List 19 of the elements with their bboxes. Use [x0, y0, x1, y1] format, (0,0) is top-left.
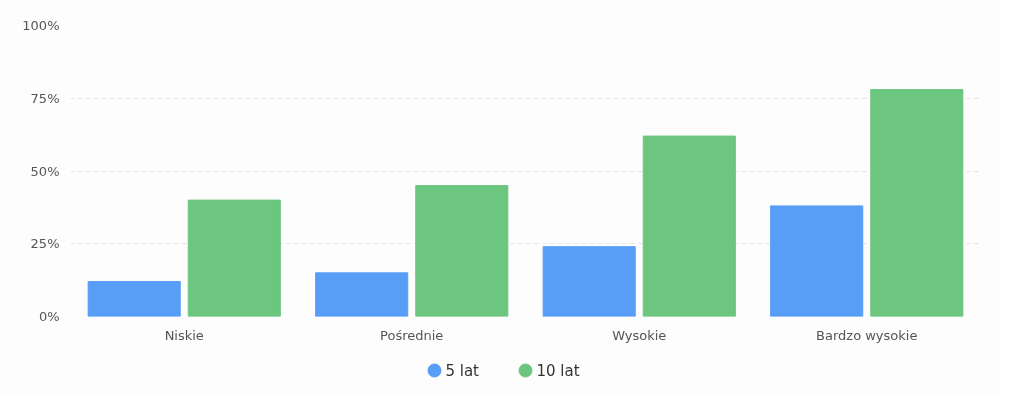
y-tick-label: 25% [30, 236, 60, 252]
bar [87, 281, 181, 317]
bar [187, 199, 281, 317]
bar [870, 89, 964, 317]
y-tick-label: 50% [30, 163, 60, 179]
y-tick-label: 100% [22, 18, 60, 33]
y-tick-label: 0% [38, 309, 60, 324]
x-tick-label: Bardzo wysokie [816, 327, 918, 343]
bar [542, 246, 636, 317]
legend-label: 5 lat [445, 361, 480, 380]
x-tick-label: Niskie [164, 327, 204, 343]
bar [415, 185, 509, 317]
bar [315, 272, 409, 317]
x-tick-label: Wysokie [612, 327, 667, 343]
bar [642, 135, 736, 317]
y-tick-label: 75% [30, 90, 60, 106]
bar [770, 205, 864, 317]
x-tick-label: Pośrednie [380, 327, 444, 343]
legend-label: 10 lat [536, 361, 580, 380]
